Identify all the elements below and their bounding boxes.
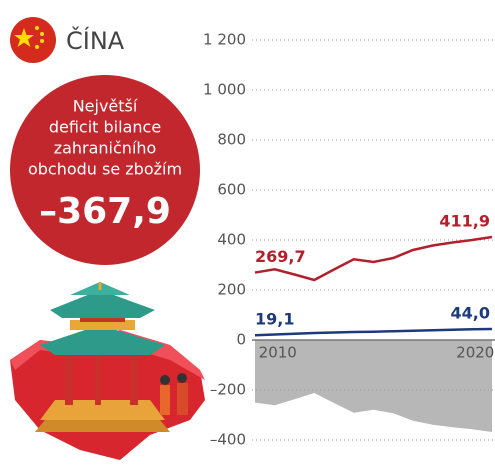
- y-tick-label: 400: [217, 231, 246, 249]
- callout-line: obchodu se zbožím: [28, 160, 182, 179]
- callout-value: –367,9: [39, 191, 171, 232]
- data-label: 44,0: [451, 304, 490, 323]
- illustration: [10, 282, 205, 460]
- country-title: ČÍNA: [66, 25, 125, 55]
- data-label: 19,1: [255, 310, 294, 329]
- area: [255, 340, 492, 432]
- data-label: 411,9: [439, 212, 490, 231]
- callout-line: Největší: [73, 97, 138, 116]
- x-tick-label: 2010: [259, 344, 297, 362]
- y-tick-label: 800: [217, 131, 246, 149]
- line: [254, 327, 493, 337]
- y-tick-label: 0: [236, 331, 246, 349]
- y-tick-label: 1 200: [203, 31, 246, 49]
- flag: [10, 17, 56, 63]
- y-tick-label: 600: [217, 181, 246, 199]
- y-tick-label: 200: [217, 281, 246, 299]
- callout-line: deficit bilance: [49, 118, 161, 137]
- data-label: 269,7: [255, 247, 306, 266]
- callout-line: zahraničního: [54, 139, 157, 158]
- callout: Největší deficit bilance zahraničního ob…: [28, 97, 182, 233]
- line: [254, 235, 493, 282]
- y-tick-label: 1 000: [203, 81, 246, 99]
- plot: –400 –200 0 200 400 600 800 1 000 1 200 2010 2020 2…: [203, 31, 495, 449]
- y-tick-label: –200: [210, 381, 246, 399]
- x-tick-label: 2020: [456, 344, 494, 362]
- callout-circle: [10, 75, 200, 265]
- y-tick-label: –400: [210, 431, 246, 449]
